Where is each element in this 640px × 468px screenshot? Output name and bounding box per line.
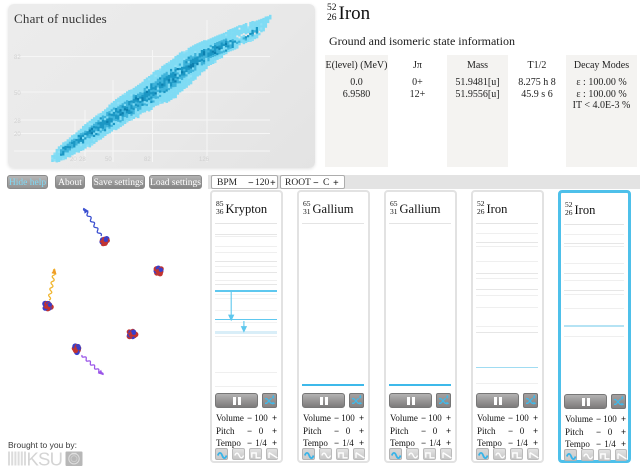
svg-text:KSU: KSU: [27, 450, 63, 468]
